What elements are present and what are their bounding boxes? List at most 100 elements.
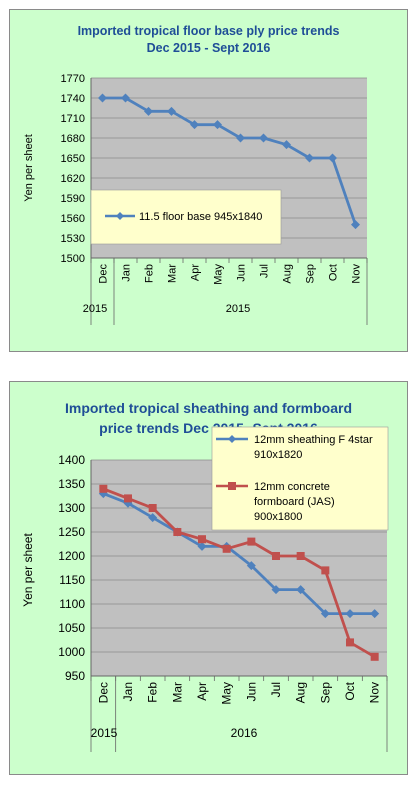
data-point bbox=[370, 652, 379, 661]
x-tick-label: Apr bbox=[190, 264, 202, 281]
x-tick-label: Jul bbox=[269, 682, 283, 697]
data-point bbox=[320, 609, 330, 619]
data-point bbox=[236, 133, 245, 143]
x-tick-label: Aug bbox=[294, 682, 308, 703]
data-point bbox=[144, 106, 153, 116]
legend-label: 11.5 floor base 945x1840 bbox=[139, 211, 262, 223]
data-point bbox=[124, 494, 132, 503]
data-point bbox=[173, 528, 182, 536]
x-tick-label: Nov bbox=[368, 682, 382, 703]
data-point bbox=[198, 535, 206, 544]
data-point bbox=[121, 93, 130, 103]
chart-plot: 1770 1740 1710 1680 1650 1620 1590 1560 1530 1500… bbox=[23, 73, 368, 325]
data-point bbox=[272, 552, 280, 560]
data-point bbox=[321, 566, 330, 575]
y-tick-label: 1150 bbox=[59, 573, 85, 587]
legend-box bbox=[211, 426, 389, 531]
y-tick-label: 1680 bbox=[61, 133, 85, 145]
y-tick-label: 1350 bbox=[58, 477, 85, 491]
y-tick-label: 1740 bbox=[61, 93, 85, 105]
x-tick-label: Feb bbox=[144, 264, 156, 283]
legend: 12mm sheathing F 4star 910x1820 12mm con… bbox=[211, 426, 389, 531]
chart-title-line1: Imported tropical sheathing and formboar… bbox=[64, 400, 353, 416]
data-point bbox=[370, 609, 380, 619]
data-point bbox=[328, 153, 337, 163]
y-tick-label: 950 bbox=[65, 669, 85, 683]
data-point bbox=[305, 153, 314, 163]
legend-label-formboard-line3: 900x1800 bbox=[254, 511, 302, 523]
y-tick-label: 1590 bbox=[61, 193, 85, 205]
legend-swatch-marker-formboard bbox=[228, 482, 236, 490]
data-point bbox=[190, 120, 199, 130]
x-tick-label: Jan bbox=[121, 682, 135, 701]
x-tick-label: Jun bbox=[236, 264, 248, 282]
y-tick-label: 1620 bbox=[61, 173, 85, 185]
chart-plot: 140013501300125012001150110010501000950 … bbox=[21, 426, 389, 752]
y-tick-label: 1500 bbox=[61, 253, 85, 265]
x-tick-label: May bbox=[220, 682, 234, 705]
x-tick-label: Oct bbox=[343, 681, 357, 700]
data-point bbox=[247, 537, 256, 546]
x-tick-label: Nov bbox=[351, 264, 363, 284]
data-point bbox=[351, 220, 360, 230]
y-tick-label: 1050 bbox=[58, 621, 85, 635]
data-point bbox=[99, 484, 108, 493]
x-tick-label: Jul bbox=[259, 264, 271, 278]
y-tick-label: 1000 bbox=[58, 645, 85, 659]
x-tick-label: Mar bbox=[170, 682, 184, 703]
y-tick-label: 1560 bbox=[61, 213, 85, 225]
x-tick-label: May bbox=[213, 264, 225, 285]
y-tick-label: 1200 bbox=[58, 549, 85, 563]
data-point bbox=[222, 544, 231, 553]
data-point bbox=[148, 513, 158, 523]
data-point bbox=[259, 133, 268, 143]
data-point bbox=[296, 552, 305, 560]
year-label-mid: 2015 bbox=[226, 303, 250, 315]
y-tick-label: 1100 bbox=[59, 597, 85, 611]
y-axis-label: Yen per sheet bbox=[23, 134, 35, 201]
data-point bbox=[98, 93, 107, 103]
x-tick-label: Dec bbox=[96, 682, 110, 703]
y-tick-label: 1530 bbox=[61, 233, 85, 245]
y-tick-label: 1400 bbox=[58, 453, 85, 467]
x-tick-label: Oct bbox=[328, 264, 340, 281]
legend-swatch-marker-sheathing bbox=[228, 435, 236, 443]
x-tick-label: Feb bbox=[146, 682, 160, 703]
x-tick-label: Sep bbox=[305, 264, 317, 284]
y-tick-label: 1650 bbox=[61, 153, 85, 165]
legend-swatch-marker bbox=[116, 212, 124, 220]
y-axis-label: Yen per sheet bbox=[21, 533, 35, 607]
chart-title-line2: Dec 2015 - Sept 2016 bbox=[146, 41, 271, 55]
x-tick-label: Jan bbox=[121, 264, 133, 282]
data-point bbox=[271, 585, 281, 595]
sheathing-formboard-chart: Imported tropical sheathing and formboar… bbox=[9, 381, 408, 775]
legend-label-formboard-line2: formboard (JAS) bbox=[254, 496, 335, 508]
y-tick-label: 1300 bbox=[58, 501, 85, 515]
data-point bbox=[197, 541, 207, 551]
x-tick-label: Aug bbox=[282, 264, 294, 284]
legend-label-sheathing-line1: 12mm sheathing F 4star bbox=[254, 434, 373, 446]
year-label-start: 2015 bbox=[83, 303, 107, 315]
data-point bbox=[167, 106, 176, 116]
data-point bbox=[346, 638, 354, 647]
data-point bbox=[213, 120, 222, 130]
data-point bbox=[296, 585, 306, 595]
floor-base-ply-chart: Imported tropical floor base ply price t… bbox=[9, 9, 408, 352]
year-label-start: 2015 bbox=[91, 726, 118, 740]
data-point bbox=[148, 504, 157, 512]
x-tick-label: Mar bbox=[167, 264, 179, 283]
y-tick-label: 1710 bbox=[61, 113, 85, 125]
chart-title: Imported tropical floor base ply price t… bbox=[10, 23, 407, 57]
x-tick-label: Apr bbox=[195, 682, 209, 701]
y-tick-label: 1250 bbox=[58, 525, 85, 539]
data-point bbox=[345, 609, 355, 619]
x-tick-label: Jun bbox=[244, 682, 258, 701]
data-point bbox=[246, 561, 256, 571]
y-tick-label: 1770 bbox=[61, 73, 85, 85]
x-tick-label: Dec bbox=[98, 264, 110, 284]
year-label-mid: 2016 bbox=[231, 726, 258, 740]
chart-title-line1: Imported tropical floor base ply price t… bbox=[77, 24, 340, 38]
x-tick-label: Sep bbox=[318, 682, 332, 704]
legend-label-formboard-line1: 12mm concrete bbox=[254, 481, 330, 493]
legend-label-sheathing-line2: 910x1820 bbox=[254, 449, 302, 461]
